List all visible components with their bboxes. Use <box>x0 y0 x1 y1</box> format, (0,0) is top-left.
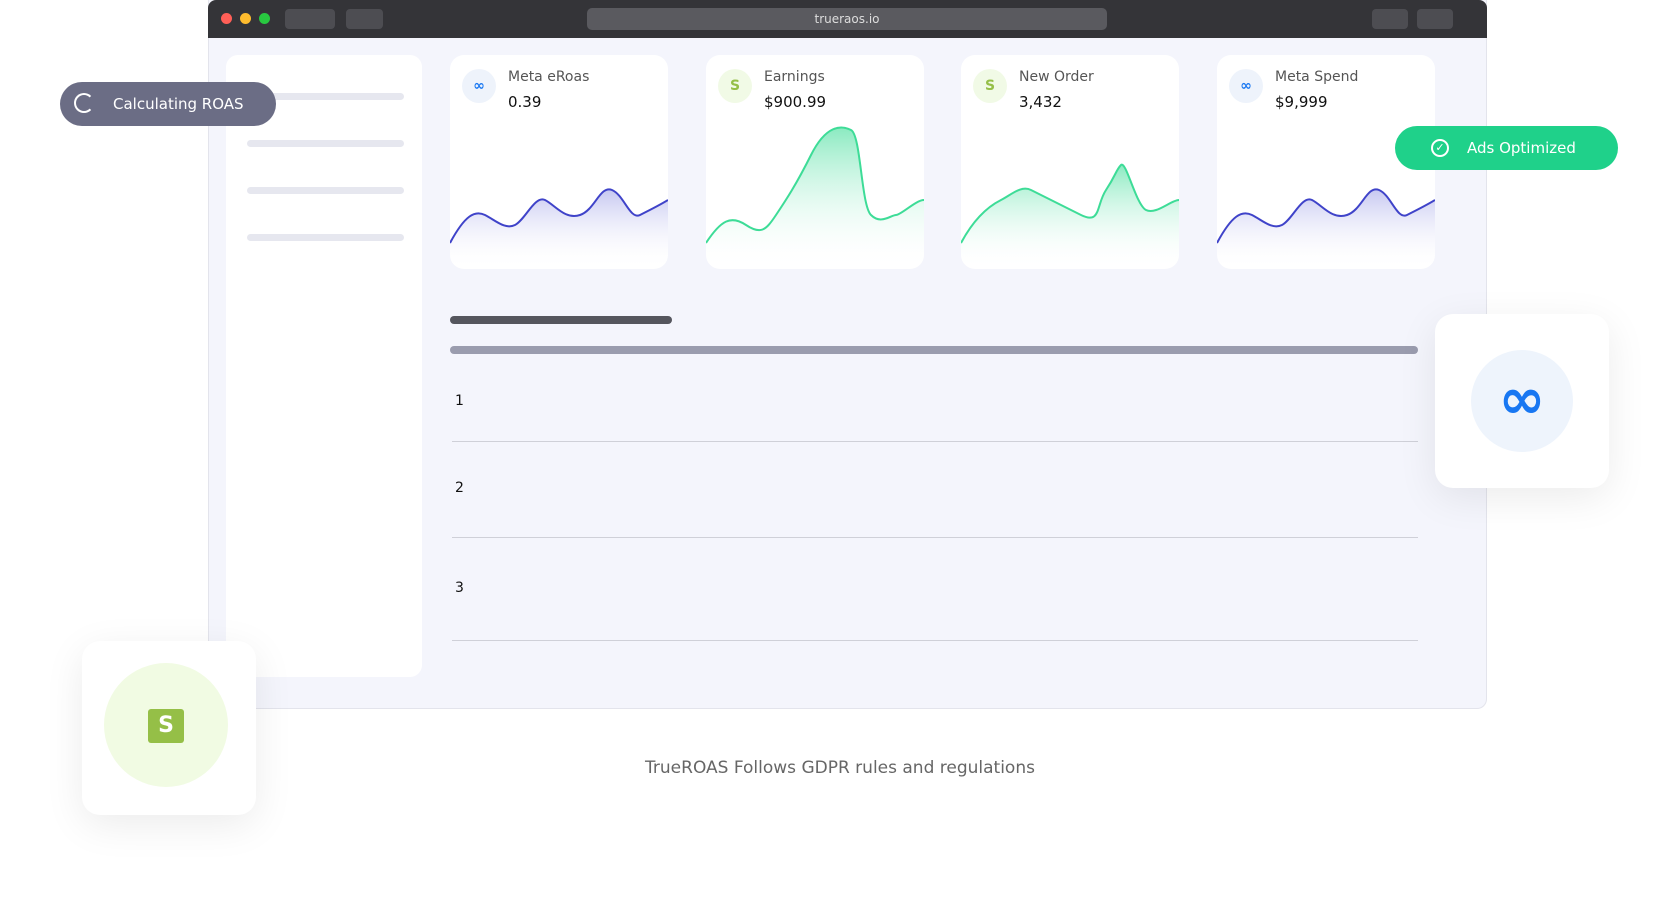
row-divider <box>452 441 1418 442</box>
optimized-badge: ✓ Ads Optimized <box>1395 126 1618 170</box>
sidebar-line <box>247 187 404 194</box>
sidebar-line <box>247 93 404 100</box>
calculating-badge: Calculating ROAS <box>60 82 276 126</box>
close-button[interactable] <box>221 13 232 24</box>
sidebar-button[interactable] <box>346 9 383 29</box>
card-value: 0.39 <box>508 93 542 111</box>
card-label: Meta Spend <box>1275 69 1359 85</box>
meta-logo-card: ∞ <box>1435 314 1609 488</box>
card-label: New Order <box>1019 69 1094 85</box>
sidebar <box>226 55 422 677</box>
shopify-logo: S <box>104 663 228 787</box>
card-value: $9,999 <box>1275 93 1328 111</box>
row-label: 1 <box>455 393 464 409</box>
metric-card: ∞ Meta eRoas 0.39 <box>450 55 668 269</box>
table-title-placeholder <box>450 316 672 324</box>
url-bar[interactable]: trueraos.io <box>587 8 1107 30</box>
meta-logo: ∞ <box>1471 350 1573 452</box>
row-label: 3 <box>455 580 464 596</box>
card-value: $900.99 <box>764 93 827 111</box>
badge-text: Ads Optimized <box>1467 139 1576 157</box>
card-label: Earnings <box>764 69 825 85</box>
row-divider <box>452 537 1418 538</box>
badge-text: Calculating ROAS <box>113 95 244 113</box>
row-label: 2 <box>455 480 464 496</box>
sidebar-line <box>247 234 404 241</box>
card-value: 3,432 <box>1019 93 1062 111</box>
row-divider <box>452 640 1418 641</box>
minimize-button[interactable] <box>240 13 251 24</box>
maximize-button[interactable] <box>259 13 270 24</box>
metric-card: S New Order 3,432 <box>961 55 1179 269</box>
meta-icon: ∞ <box>1229 69 1263 103</box>
nav-buttons[interactable] <box>285 9 335 29</box>
meta-icon: ∞ <box>462 69 496 103</box>
sidebar-line <box>247 140 404 147</box>
table-header <box>450 346 1418 354</box>
metric-card: ∞ Meta Spend $9,999 <box>1217 55 1435 269</box>
tabs-button[interactable] <box>1417 9 1453 29</box>
shopify-logo-card: S <box>82 641 256 815</box>
metric-card: S Earnings $900.99 <box>706 55 924 269</box>
share-button[interactable] <box>1372 9 1408 29</box>
shopify-icon: S <box>973 69 1007 103</box>
footer-text: TrueROAS Follows GDPR rules and regulati… <box>645 758 1035 778</box>
shopify-icon: S <box>718 69 752 103</box>
card-label: Meta eRoas <box>508 69 590 85</box>
